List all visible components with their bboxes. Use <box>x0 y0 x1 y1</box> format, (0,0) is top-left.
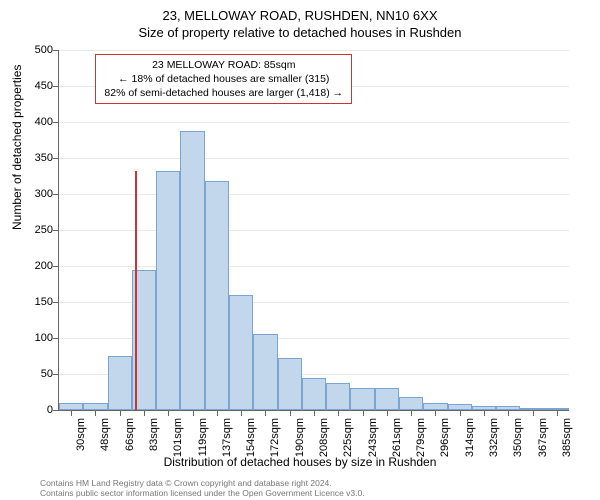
histogram-bar <box>326 383 350 410</box>
histogram-bar <box>278 358 302 410</box>
y-tick <box>53 86 59 87</box>
histogram-bar <box>83 403 107 410</box>
y-tick-label: 500 <box>35 44 53 56</box>
x-tick <box>314 410 315 416</box>
x-tick <box>363 410 364 416</box>
y-tick <box>53 194 59 195</box>
histogram-bar <box>229 295 253 410</box>
histogram-bar <box>59 403 83 410</box>
y-tick-label: 200 <box>35 260 53 272</box>
chart-plot-area: 05010015020025030035040045050030sqm48sqm… <box>58 50 569 411</box>
property-marker-line <box>135 171 137 410</box>
x-tick <box>217 410 218 416</box>
x-tick <box>120 410 121 416</box>
x-tick <box>193 410 194 416</box>
histogram-bar <box>253 334 277 410</box>
y-tick-label: 400 <box>35 116 53 128</box>
y-tick <box>53 50 59 51</box>
x-tick <box>533 410 534 416</box>
y-tick-label: 100 <box>35 332 53 344</box>
y-tick-label: 300 <box>35 188 53 200</box>
y-tick-label: 150 <box>35 296 53 308</box>
histogram-bar <box>180 131 204 410</box>
annotation-line: 23 MELLOWAY ROAD: 85sqm <box>104 58 343 72</box>
y-tick-label: 0 <box>47 404 53 416</box>
y-tick-label: 450 <box>35 80 53 92</box>
y-tick <box>53 338 59 339</box>
x-tick <box>71 410 72 416</box>
y-tick <box>53 410 59 411</box>
x-tick <box>95 410 96 416</box>
page-title-subtitle: Size of property relative to detached ho… <box>0 23 600 40</box>
y-tick-label: 250 <box>35 224 53 236</box>
histogram-bar <box>423 403 447 410</box>
annotation-line: ← 18% of detached houses are smaller (31… <box>104 72 343 86</box>
histogram-bar <box>108 356 132 410</box>
y-tick <box>53 158 59 159</box>
annotation-callout: 23 MELLOWAY ROAD: 85sqm← 18% of detached… <box>95 54 352 105</box>
x-tick <box>265 410 266 416</box>
y-tick <box>53 302 59 303</box>
histogram-bar <box>350 388 374 410</box>
x-tick <box>435 410 436 416</box>
x-tick <box>387 410 388 416</box>
x-tick <box>484 410 485 416</box>
x-tick <box>290 410 291 416</box>
histogram-bar <box>302 378 326 410</box>
histogram-bar <box>399 397 423 410</box>
x-tick <box>508 410 509 416</box>
grid-line <box>59 50 569 51</box>
y-axis-title: Number of detached properties <box>10 65 24 230</box>
x-tick <box>168 410 169 416</box>
grid-line <box>59 158 569 159</box>
footer-line2: Contains public sector information licen… <box>40 489 365 498</box>
histogram-bar <box>156 171 180 410</box>
footer-attribution: Contains HM Land Registry data © Crown c… <box>40 479 365 498</box>
y-tick <box>53 230 59 231</box>
y-tick <box>53 266 59 267</box>
x-tick <box>338 410 339 416</box>
histogram-bar <box>205 181 229 410</box>
x-tick <box>144 410 145 416</box>
annotation-line: 82% of semi-detached houses are larger (… <box>104 86 343 100</box>
y-tick <box>53 374 59 375</box>
grid-line <box>59 122 569 123</box>
page-title-address: 23, MELLOWAY ROAD, RUSHDEN, NN10 6XX <box>0 0 600 23</box>
y-tick-label: 350 <box>35 152 53 164</box>
x-tick <box>557 410 558 416</box>
x-axis-title: Distribution of detached houses by size … <box>0 455 600 469</box>
x-tick <box>460 410 461 416</box>
x-tick <box>241 410 242 416</box>
x-tick <box>411 410 412 416</box>
y-tick <box>53 122 59 123</box>
histogram-bar <box>375 388 399 410</box>
y-tick-label: 50 <box>41 368 53 380</box>
